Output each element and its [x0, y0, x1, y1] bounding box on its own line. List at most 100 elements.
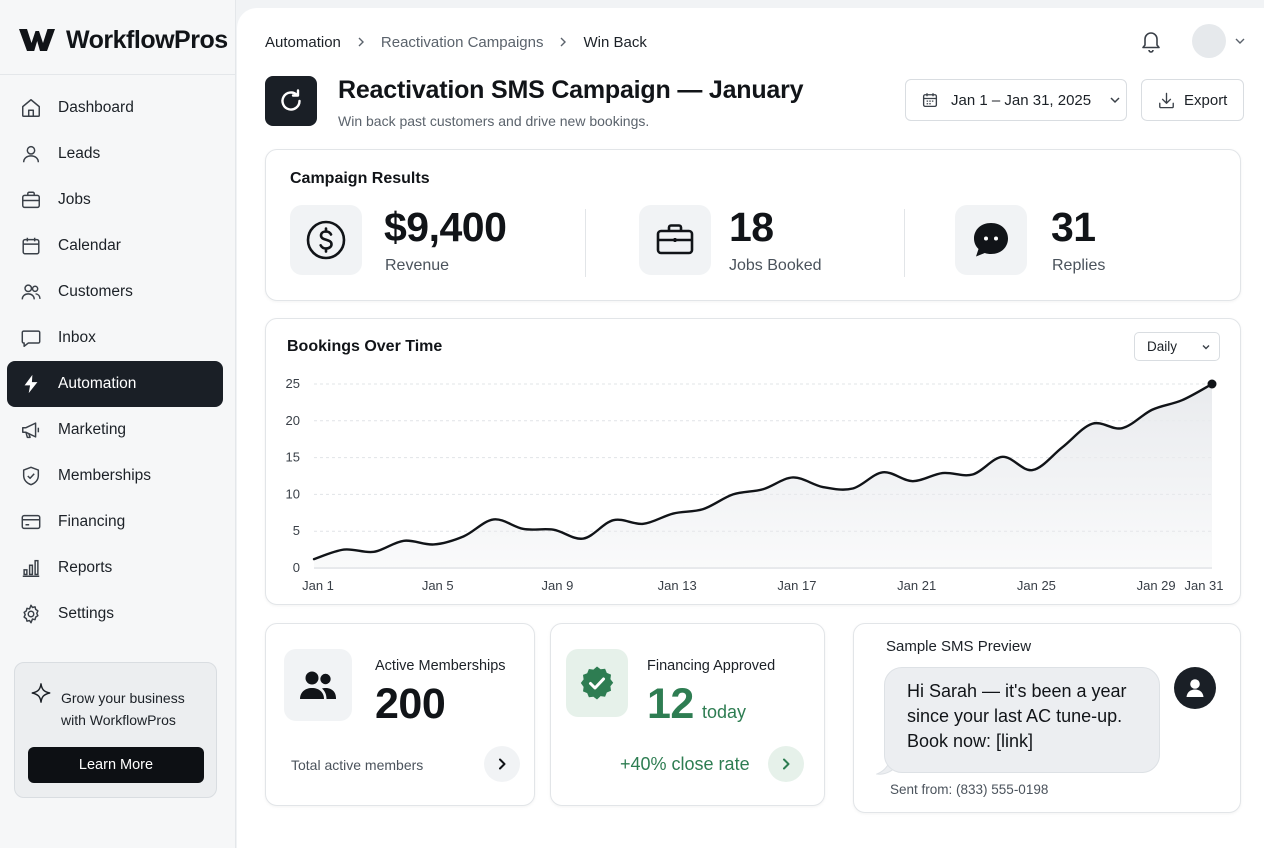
gear-icon [23, 604, 39, 624]
sms-line: Book now: [link] [907, 731, 1034, 751]
card-title: Active Memberships [375, 658, 506, 674]
sidebar-item-inbox[interactable]: Inbox [7, 315, 223, 361]
granularity-select[interactable]: Daily [1134, 332, 1220, 361]
divider [0, 74, 236, 75]
x-tick-label: Jan 25 [1017, 578, 1056, 593]
credit-card-icon [21, 514, 41, 530]
sidebar-item-automation[interactable]: Automation [7, 361, 223, 407]
learn-more-button[interactable]: Learn More [28, 747, 204, 783]
sidebar-item-jobs[interactable]: Jobs [7, 177, 223, 223]
jobs-booked-value: 18 [729, 204, 774, 250]
page-subtitle: Win back past customers and drive new bo… [338, 113, 650, 129]
sidebar-item-memberships[interactable]: Memberships [7, 453, 223, 499]
revenue-value: $9,400 [384, 204, 507, 250]
chevron-right-icon [560, 37, 567, 47]
chat-bubble-icon [974, 223, 1008, 257]
user-icon [1186, 679, 1204, 697]
promo-card: Grow your business with WorkflowPros Lea… [14, 662, 217, 798]
replies-icon-tile [955, 205, 1027, 275]
promo-text: Grow your business with WorkflowPros [61, 690, 185, 728]
revenue-icon-tile [290, 205, 362, 275]
sidebar-item-settings[interactable]: Settings [7, 591, 223, 637]
briefcase-icon [656, 224, 694, 255]
chevron-right-icon [499, 758, 506, 770]
series-line [312, 382, 1214, 561]
users-icon [300, 671, 336, 699]
chevron-right-icon [358, 37, 364, 47]
chevron-down-icon [1235, 38, 1245, 44]
logo-mark-icon [19, 29, 55, 51]
sidebar-nav: Dashboard Leads Jobs Calendar Customers … [7, 85, 223, 637]
replies-value: 31 [1051, 204, 1096, 250]
calendar-icon [22, 237, 40, 255]
breadcrumb-item-automation[interactable]: Automation [265, 33, 341, 51]
y-tick-label: 0 [293, 560, 300, 575]
megaphone-icon [22, 422, 40, 439]
export-label: Export [1184, 91, 1228, 109]
sidebar-item-label: Customers [58, 283, 133, 300]
shield-icon [22, 466, 40, 486]
financing-value: 12 [647, 680, 694, 728]
revenue-label: Revenue [385, 257, 450, 274]
sms-line: Hi Sarah — it's been a year [907, 681, 1127, 701]
financing-caption: +40% close rate [620, 754, 750, 774]
refresh-icon [281, 89, 301, 111]
sms-preview-card: Sample SMS Preview Hi Sarah — it's been … [853, 623, 1241, 813]
main-content: Automation Reactivation Campaigns Win Ba… [237, 8, 1264, 848]
sidebar-item-marketing[interactable]: Marketing [7, 407, 223, 453]
sidebar-item-label: Memberships [58, 467, 152, 484]
bell-icon[interactable] [1139, 28, 1163, 54]
user-menu[interactable] [1192, 24, 1246, 58]
x-tick-label: Jan 31 [1184, 578, 1223, 593]
divider [585, 209, 586, 277]
briefcase-icon [22, 191, 40, 209]
app-name: WorkflowPros [66, 25, 228, 54]
sidebar: WorkflowPros Dashboard Leads Jobs Calend… [0, 0, 236, 848]
chevron-right-icon [783, 758, 790, 770]
sidebar-item-label: Settings [58, 605, 115, 622]
users-icon [21, 284, 41, 300]
memberships-caption: Total active members [291, 757, 424, 773]
x-tick-label: Jan 21 [897, 578, 936, 593]
user-icon [22, 145, 40, 163]
financing-open-button[interactable] [768, 746, 804, 782]
sparkle-icon [31, 683, 51, 703]
card-title: Financing Approved [647, 658, 776, 674]
verified-icon-tile [566, 649, 628, 717]
y-tick-label: 25 [286, 376, 300, 391]
verified-badge-icon [580, 666, 614, 700]
download-icon [1159, 92, 1174, 108]
breadcrumb-item-reactivation[interactable]: Reactivation Campaigns [380, 33, 544, 51]
breadcrumb-item-current: Win Back [583, 33, 647, 51]
x-tick-label: Jan 5 [422, 578, 454, 593]
app-logo[interactable]: WorkflowPros [18, 24, 228, 56]
date-range-picker[interactable]: Jan 1 – Jan 31, 2025 [905, 79, 1127, 121]
card-title: Campaign Results [290, 170, 430, 187]
campaign-icon-tile [265, 76, 317, 126]
sms-line: since your last AC tune-up. [907, 706, 1123, 726]
jobs-icon-tile [639, 205, 711, 275]
sidebar-item-label: Automation [58, 375, 137, 392]
sidebar-item-dashboard[interactable]: Dashboard [7, 85, 223, 131]
x-tick-label: Jan 1 [302, 578, 334, 593]
memberships-open-button[interactable] [484, 746, 520, 782]
bookings-chart-card: Bookings Over Time Daily 0 5 10 15 20 25 Jan 1… [265, 318, 1241, 605]
members-icon-tile [284, 649, 352, 721]
financing-unit: today [702, 702, 747, 722]
campaign-results-card: Campaign Results $9,400 Revenue 18 Jobs … [265, 149, 1241, 301]
recipient-avatar [1174, 667, 1216, 709]
sidebar-item-leads[interactable]: Leads [7, 131, 223, 177]
sms-sender: Sent from: (833) 555-0198 [890, 782, 1049, 797]
sidebar-item-label: Dashboard [58, 99, 134, 116]
sms-message-bubble: Hi Sarah — it's been a year since your l… [884, 667, 1160, 773]
sidebar-item-customers[interactable]: Customers [7, 269, 223, 315]
sidebar-item-reports[interactable]: Reports [7, 545, 223, 591]
export-button[interactable]: Export [1141, 79, 1244, 121]
bolt-icon [24, 374, 38, 394]
sidebar-item-financing[interactable]: Financing [7, 499, 223, 545]
sidebar-item-calendar[interactable]: Calendar [7, 223, 223, 269]
sidebar-item-label: Inbox [58, 329, 96, 346]
sidebar-item-label: Reports [58, 559, 113, 576]
active-memberships-card: Active Memberships 200 Total active memb… [265, 623, 535, 806]
x-tick-label: Jan 29 [1137, 578, 1176, 593]
